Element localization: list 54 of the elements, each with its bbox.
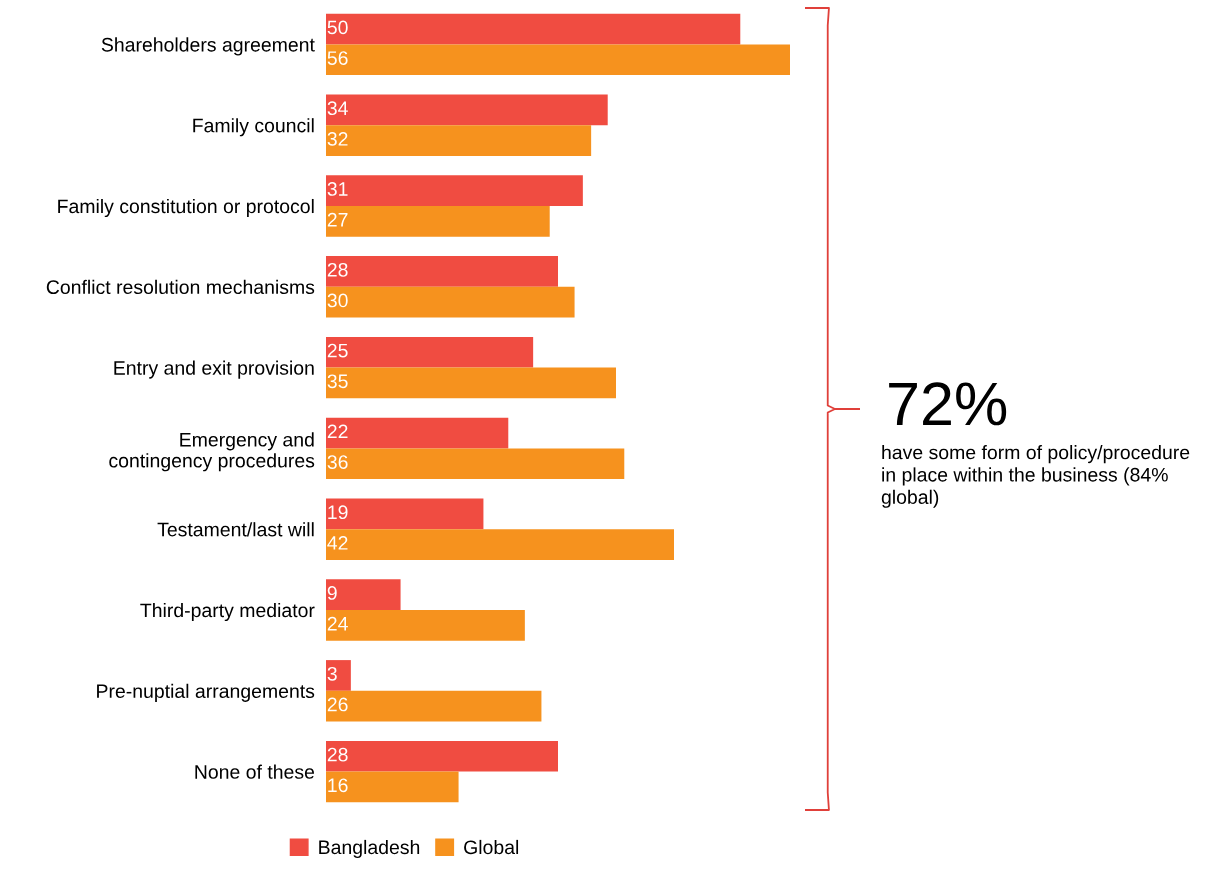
y-tick-label: Family constitution or protocol <box>58 198 314 218</box>
data-label: 22 <box>327 424 348 439</box>
bar <box>326 44 790 76</box>
bar <box>326 94 608 126</box>
y-tick-label: Family council <box>193 118 314 137</box>
data-label: 26 <box>327 697 348 712</box>
bar <box>326 579 401 610</box>
data-label: 30 <box>327 293 348 308</box>
bar <box>326 286 575 318</box>
legend-label: Global <box>464 839 519 855</box>
bar <box>326 740 558 772</box>
data-label: 34 <box>327 101 348 116</box>
bar <box>326 690 542 722</box>
data-label: 28 <box>327 747 348 762</box>
data-label: 32 <box>327 132 348 146</box>
data-label: 16 <box>328 778 348 793</box>
y-tick-label: Third-party mediator <box>140 602 315 622</box>
bar <box>326 529 674 560</box>
bar <box>326 417 509 449</box>
data-label: 36 <box>327 455 348 469</box>
bar <box>326 660 351 691</box>
data-label: 19 <box>328 505 348 520</box>
bar <box>326 256 558 287</box>
y-tick-label: Shareholders agreement <box>101 37 315 56</box>
text: 72% <box>889 382 1007 426</box>
bar <box>326 610 525 641</box>
y-tick-label: None of these <box>195 764 315 779</box>
data-label: 31 <box>327 182 348 196</box>
legend-label: Bangladesh <box>319 839 420 859</box>
bar <box>326 125 592 156</box>
data-label: 35 <box>327 374 348 389</box>
bar <box>326 175 583 206</box>
data-label: 27 <box>327 212 348 227</box>
data-label: 56 <box>327 51 348 65</box>
data-label: 9 <box>327 586 337 600</box>
y-tick-label: Testament/last will <box>157 522 314 537</box>
y-tick-label: Emergency and contingency procedures <box>109 432 315 472</box>
bar <box>326 336 534 368</box>
data-label: 42 <box>327 536 348 550</box>
bar <box>326 448 625 480</box>
bar <box>326 771 459 803</box>
data-label: 25 <box>327 343 348 358</box>
y-tick-label: Pre-nuptial arrangements <box>97 683 315 702</box>
bar <box>326 206 550 237</box>
y-tick-label: Conflict resolution mechanisms <box>46 279 315 295</box>
y-tick-label: Entry and exit provision <box>114 360 314 379</box>
bar <box>326 13 741 45</box>
data-label: 24 <box>327 616 348 631</box>
bar <box>326 367 616 399</box>
data-label: 28 <box>327 262 348 277</box>
data-label: 3 <box>327 666 337 681</box>
bar <box>326 498 484 530</box>
text: have some form of policy/procedure in place within the business (84% global) <box>881 445 1190 508</box>
data-label: 50 <box>327 20 348 35</box>
